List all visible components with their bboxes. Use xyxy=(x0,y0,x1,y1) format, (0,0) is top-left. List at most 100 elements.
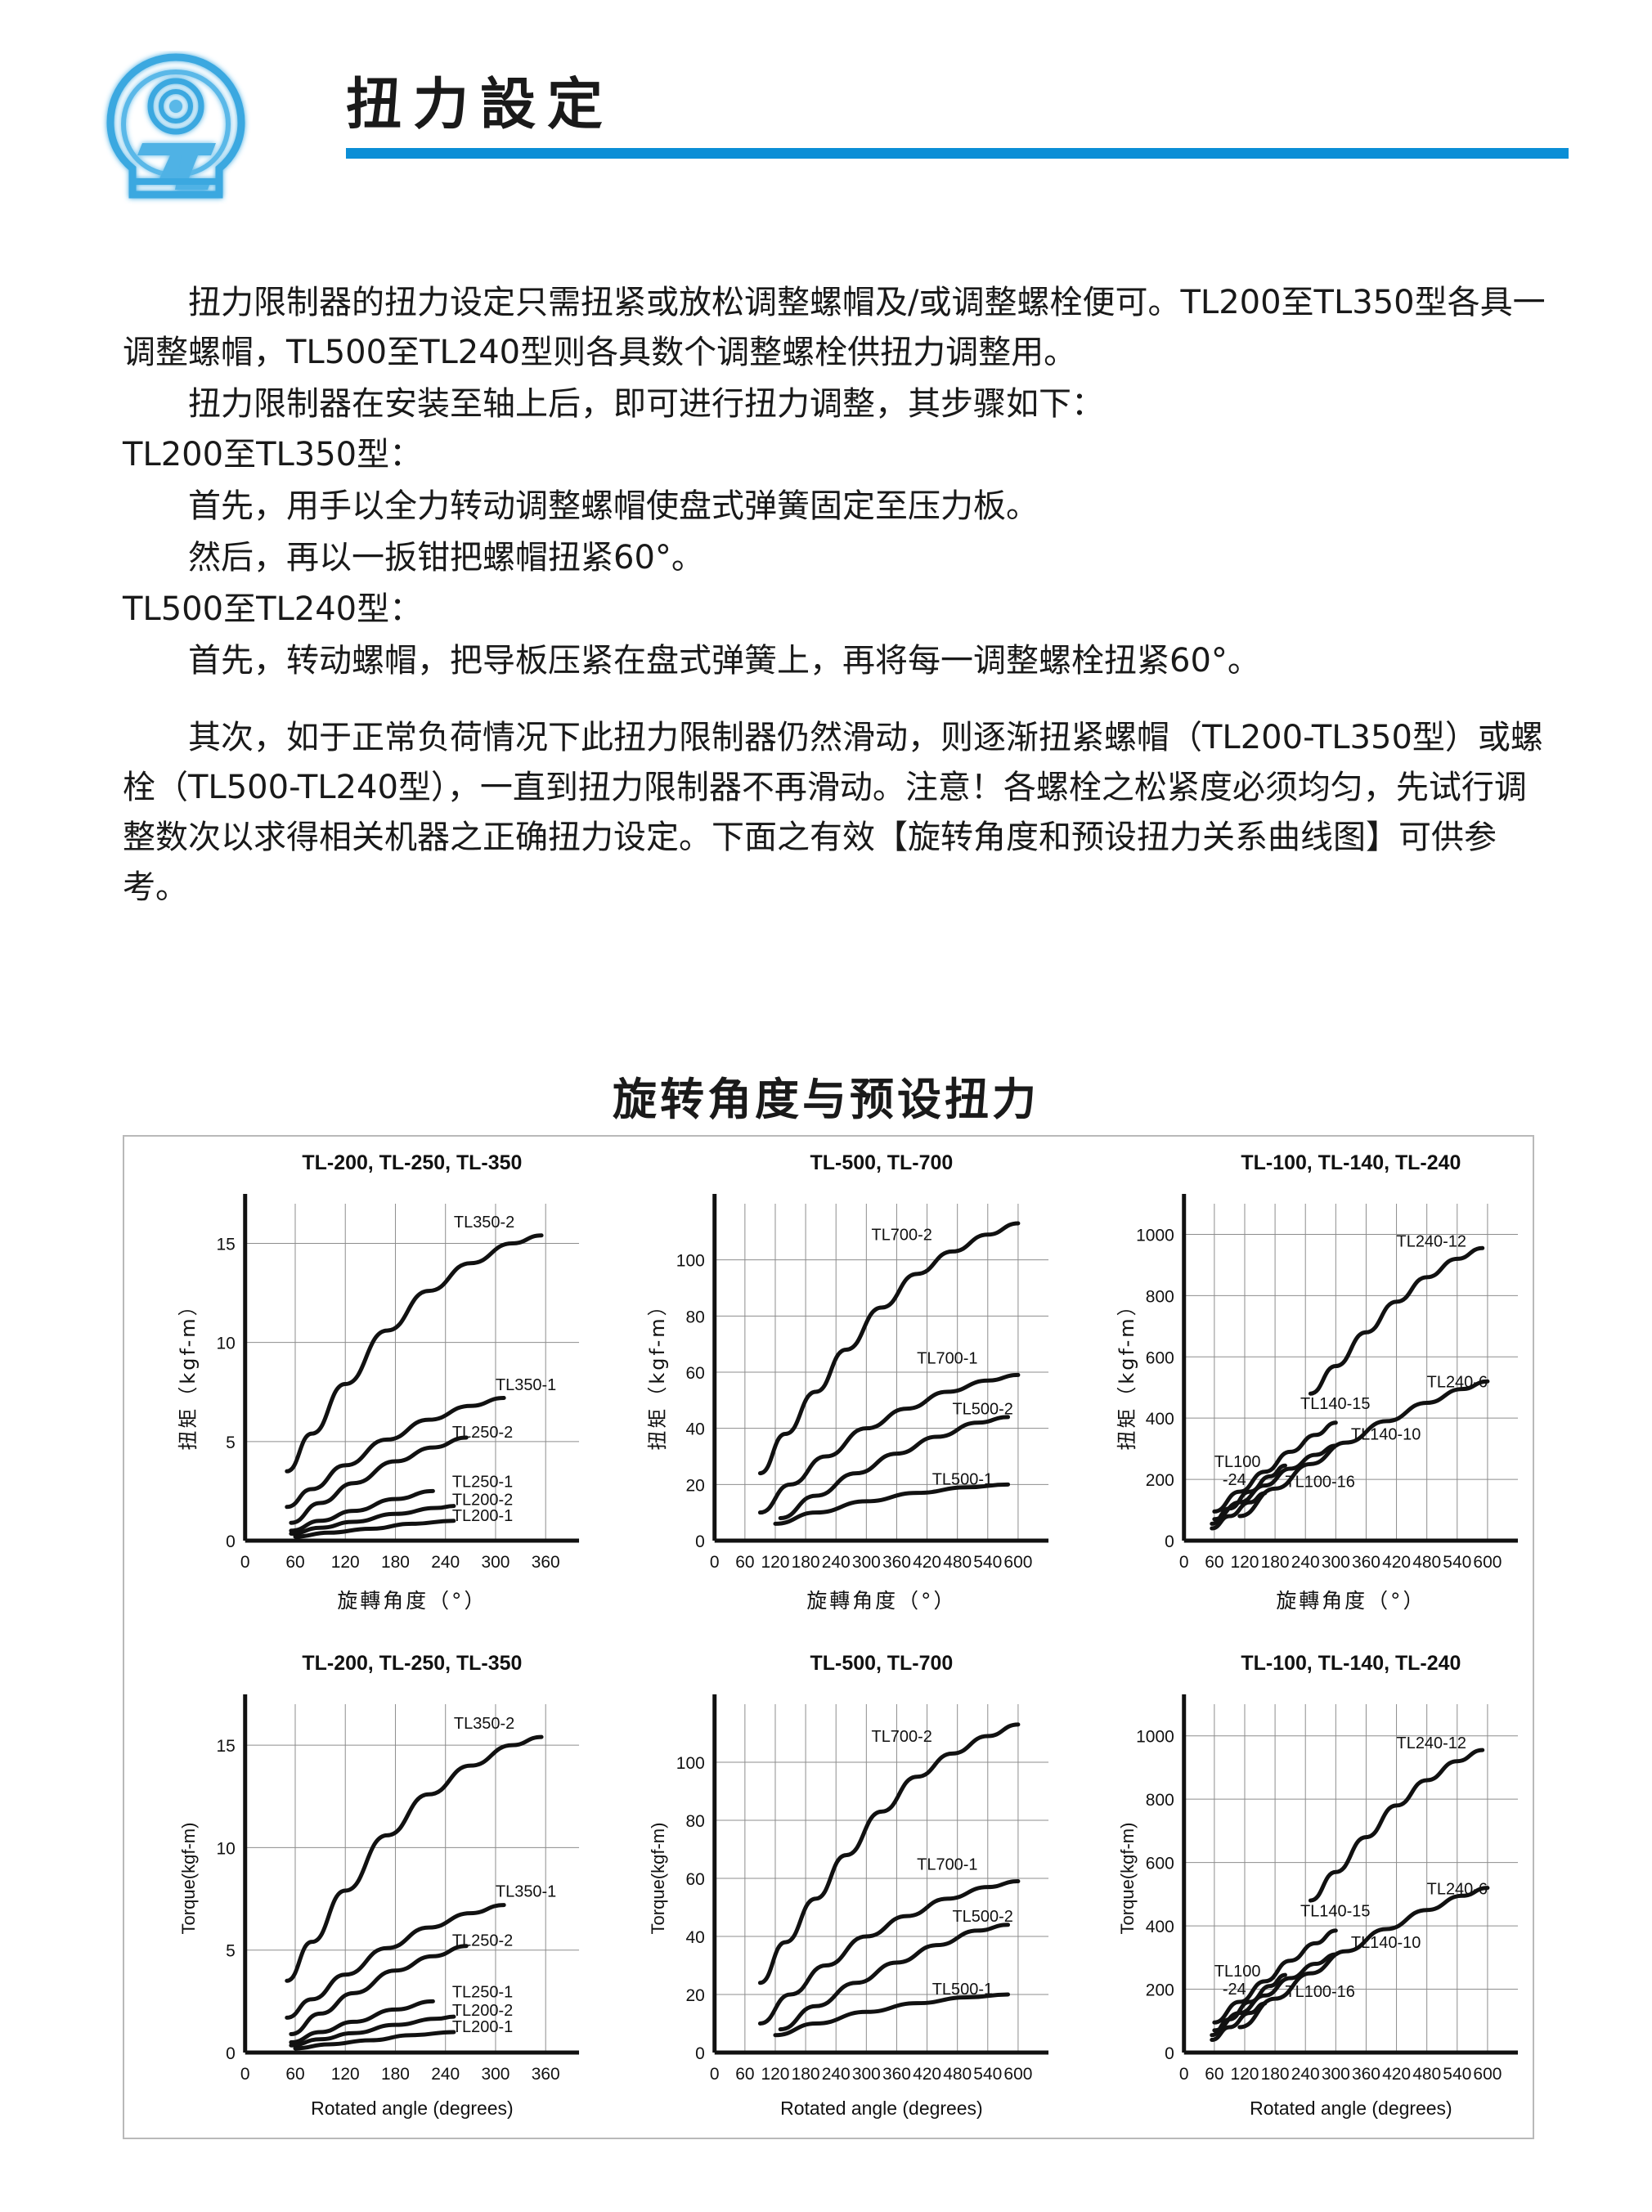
x-tick-label: 480 xyxy=(1412,1553,1441,1572)
x-tick-label: 480 xyxy=(943,1553,972,1572)
y-tick-label: 60 xyxy=(685,1870,704,1889)
x-tick-label: 120 xyxy=(331,1553,360,1572)
curve-label: TL250-2 xyxy=(452,1424,513,1442)
curve-label: TL700-2 xyxy=(872,1227,932,1245)
body-paragraph: TL200至TL350型： xyxy=(123,436,423,474)
y-tick-label: 400 xyxy=(1146,1918,1174,1936)
curve-label: TL500-2 xyxy=(952,1908,1012,1926)
x-tick-label: 240 xyxy=(1291,2065,1320,2084)
curve-label: TL250-2 xyxy=(452,1932,513,1950)
body-paragraph: 扭力限制器在安装至轴上后，即可进行扭力调整，其步骤如下： xyxy=(188,384,1104,423)
y-axis-label: Torque(kgf-m) xyxy=(1117,1823,1138,1935)
curve-TL500-2 xyxy=(778,1923,1011,2032)
curve-TL700-1 xyxy=(757,1372,1021,1515)
curve-TL200-1 xyxy=(293,1519,456,1539)
curve-TL240-6 xyxy=(1237,1886,1490,2030)
x-tick-label: 60 xyxy=(1205,1553,1223,1572)
curve-label: TL350-1 xyxy=(496,1376,556,1394)
y-tick-label: 0 xyxy=(1165,2044,1174,2063)
tl-brand-logo-icon xyxy=(97,51,256,206)
chart-tl500-en: TL-500, TL-700 0 60 120 180 240 300 360 420 480 54… xyxy=(594,1637,1063,2138)
y-tick-label: 400 xyxy=(1146,1410,1174,1429)
y-tick-label: 0 xyxy=(1165,1532,1174,1551)
y-tick-label: 100 xyxy=(676,1252,705,1271)
x-tick-label: 300 xyxy=(481,1553,510,1572)
y-tick-label: 600 xyxy=(1146,1348,1174,1367)
x-tick-label: 420 xyxy=(1382,2065,1411,2084)
body-paragraph: 其次，如于正常负荷情况下此扭力限制器仍然滑动，则逐渐扭紧螺帽（TL200-TL3… xyxy=(123,719,1543,906)
x-axis-label: Rotated angle (degrees) xyxy=(311,2098,514,2119)
chart-title: TL-200, TL-250, TL-350 xyxy=(302,1652,522,1675)
x-tick-label: 420 xyxy=(1382,1553,1411,1572)
curve-label: TL250-1 xyxy=(452,1983,513,2001)
chart-title: TL-500, TL-700 xyxy=(810,1151,954,1174)
y-tick-label: 800 xyxy=(1146,1791,1174,1810)
curve-TL240-12 xyxy=(1308,1748,1485,1903)
x-tick-label: 600 xyxy=(1003,1553,1032,1572)
chart-tl100-cn: TL-100, TL-140, TL-240 0 60 120 180 240 300 360… xyxy=(1063,1137,1533,1637)
chart-grid: TL-200, TL-250, TL-350 0 60 120 180 240 300 360… xyxy=(124,1137,1533,2138)
curve-label: TL250-1 xyxy=(452,1474,513,1492)
chart-tl100-en: TL-100, TL-140, TL-240 0 60 120 180 240 300 360… xyxy=(1063,1637,1533,2138)
curve-TL240-12 xyxy=(1308,1245,1485,1396)
x-tick-label: 60 xyxy=(735,1553,754,1572)
curve-label: TL700-1 xyxy=(917,1350,977,1368)
curve-TL250-1 xyxy=(289,1488,435,1533)
curve-label: TL140-15 xyxy=(1300,1395,1370,1413)
curve-TL700-2 xyxy=(757,1722,1021,1985)
chart-tl200-en: TL-200, TL-250, TL-350 0 60 120 180 240 300 360… xyxy=(124,1637,594,2138)
curve-TL200-2 xyxy=(289,1504,456,1537)
x-tick-label: 240 xyxy=(431,2065,460,2084)
curve-TL700-1 xyxy=(757,1879,1021,2026)
x-tick-label: 600 xyxy=(1003,2065,1032,2084)
x-tick-label: 180 xyxy=(381,1553,410,1572)
y-tick-label: 200 xyxy=(1146,1981,1174,2000)
x-tick-label: 180 xyxy=(1261,1553,1290,1572)
curve-TL350-2 xyxy=(285,1734,544,1983)
x-tick-label: 0 xyxy=(710,1553,720,1572)
x-tick-label: 300 xyxy=(481,2065,510,2084)
curve-TL350-1 xyxy=(285,1903,506,2020)
x-tick-label: 60 xyxy=(1205,2065,1223,2084)
x-tick-label: 480 xyxy=(943,2065,972,2084)
x-axis-label: Rotated angle (degrees) xyxy=(1250,2098,1452,2119)
x-tick-label: 180 xyxy=(792,1553,820,1572)
curve-label: TL140-15 xyxy=(1300,1902,1370,1920)
page-title: 扭力設定 xyxy=(346,73,615,137)
x-axis-label: Rotated angle (degrees) xyxy=(780,2098,983,2119)
x-tick-label: 360 xyxy=(532,2065,560,2084)
curve-label: TL200-1 xyxy=(452,2018,513,2036)
chart-title: TL-500, TL-700 xyxy=(810,1652,954,1675)
x-tick-label: 240 xyxy=(822,2065,851,2084)
curve-TL350-2 xyxy=(285,1233,544,1474)
x-tick-label: 360 xyxy=(1352,1553,1380,1572)
y-tick-label: 200 xyxy=(1146,1471,1174,1490)
y-tick-label: 10 xyxy=(216,1335,235,1353)
x-tick-label: 60 xyxy=(285,2065,304,2084)
curve-label: TL350-1 xyxy=(496,1883,556,1901)
body-paragraph: 扭力限制器的扭力设定只需扭紧或放松调整螺帽及/或调整螺栓便可。TL200至TL3… xyxy=(123,284,1546,371)
y-axis-label: 扭矩（kgf-m） xyxy=(1116,1294,1138,1450)
x-tick-label: 120 xyxy=(331,2065,360,2084)
x-tick-label: 120 xyxy=(761,1553,789,1572)
chart-title: TL-100, TL-140, TL-240 xyxy=(1241,1151,1461,1174)
y-tick-label: 80 xyxy=(685,1812,704,1831)
x-tick-label: 180 xyxy=(1261,2065,1290,2084)
body-text: 扭力限制器的扭力设定只需扭紧或放松调整螺帽及/或调整螺栓便可。TL200至TL3… xyxy=(123,278,1546,914)
curve-label: TL350-2 xyxy=(454,1715,514,1733)
x-tick-label: 360 xyxy=(882,1553,911,1572)
curve-TL250-2 xyxy=(289,1435,469,1525)
charts-frame: TL-200, TL-250, TL-350 0 60 120 180 240 300 360… xyxy=(123,1135,1534,2139)
x-tick-label: 180 xyxy=(792,2065,820,2084)
curve-TL240-6 xyxy=(1237,1379,1490,1519)
y-tick-label: 60 xyxy=(685,1364,704,1383)
y-axis-label: Torque(kgf-m) xyxy=(178,1823,199,1935)
x-tick-label: 300 xyxy=(1322,2065,1350,2084)
x-tick-label: 120 xyxy=(1230,1553,1259,1572)
curve-TL100-16 xyxy=(1210,1491,1268,1531)
y-tick-label: 800 xyxy=(1146,1287,1174,1306)
x-tick-label: 540 xyxy=(1443,2065,1471,2084)
curve-TL140-15 xyxy=(1212,1420,1338,1514)
x-tick-label: 600 xyxy=(1473,1553,1502,1572)
curve-TL200-2 xyxy=(289,2014,456,2048)
